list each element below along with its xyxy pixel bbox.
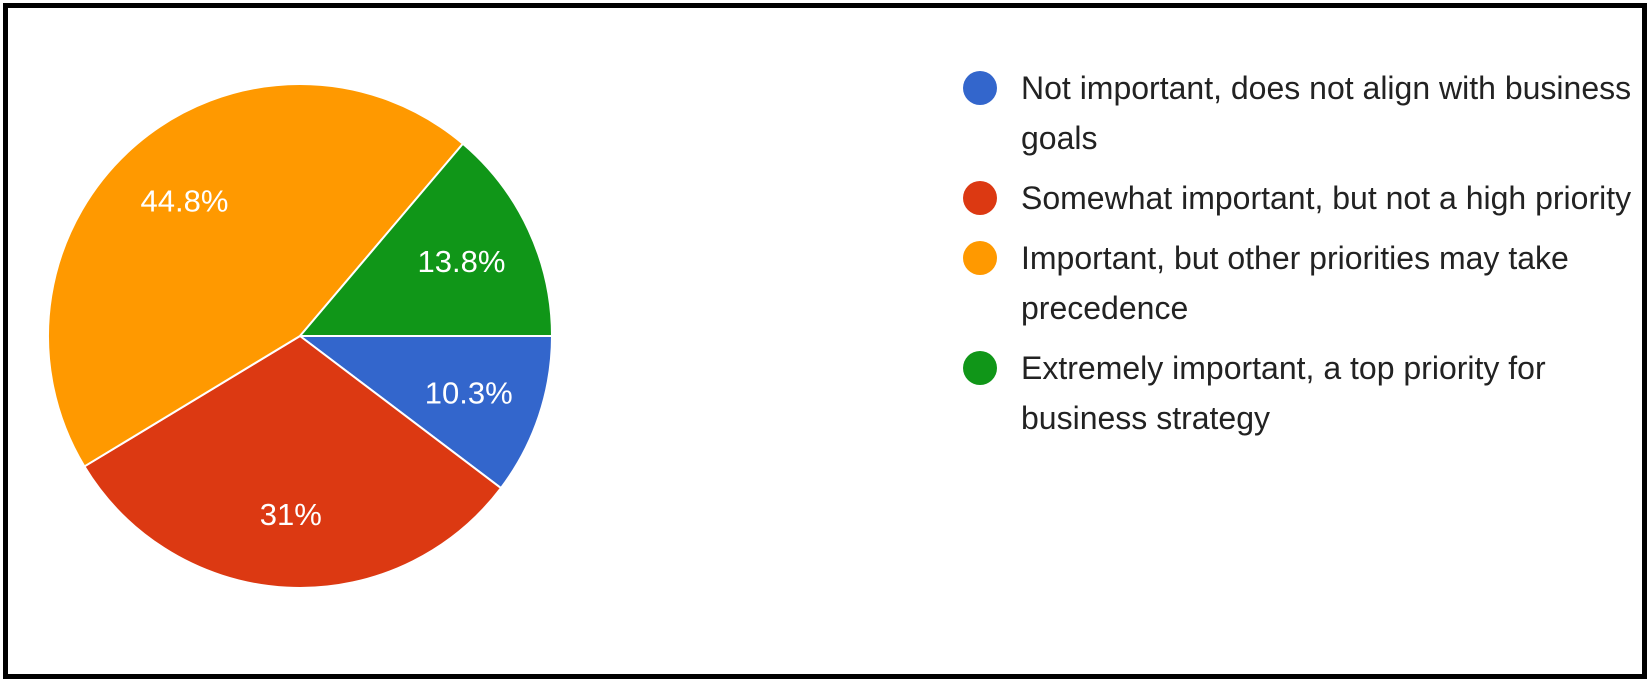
pie-slice-extremely-important[interactable]	[297, 142, 554, 337]
legend-item-somewhat-important[interactable]: Somewhat important, but not a high prior…	[963, 173, 1648, 223]
slice-label-not-important: 10.3%	[425, 376, 513, 411]
legend-item-extremely-important[interactable]: Extremely important, a top priority for …	[963, 343, 1648, 443]
pie-slice-not-important[interactable]	[297, 335, 554, 490]
legend-item-important[interactable]: Important, but other priorities may take…	[963, 233, 1648, 333]
legend-item-not-important[interactable]: Not important, does not align with busin…	[963, 63, 1648, 163]
legend-dot-icon	[963, 181, 997, 215]
legend-label: Extremely important, a top priority for …	[1021, 350, 1546, 436]
chart-frame: 10.3% 31% 44.8% 13.8% Not important, does n…	[3, 3, 1647, 679]
slice-label-important: 44.8%	[141, 184, 229, 219]
legend-dot-icon	[963, 351, 997, 385]
pie-slice-important[interactable]	[47, 83, 465, 468]
legend-dot-icon	[963, 241, 997, 275]
pie-chart: 10.3% 31% 44.8% 13.8%	[47, 83, 554, 589]
legend-label: Not important, does not align with busin…	[1021, 70, 1632, 156]
legend-label: Important, but other priorities may take…	[1021, 240, 1569, 326]
pie-slice-somewhat-important[interactable]	[83, 334, 503, 589]
legend-label: Somewhat important, but not a high prior…	[1021, 180, 1632, 216]
slice-label-extremely-important: 13.8%	[418, 244, 506, 279]
slice-label-somewhat-important: 31%	[260, 497, 322, 532]
legend-dot-icon	[963, 71, 997, 105]
legend: Not important, does not align with busin…	[963, 63, 1648, 453]
